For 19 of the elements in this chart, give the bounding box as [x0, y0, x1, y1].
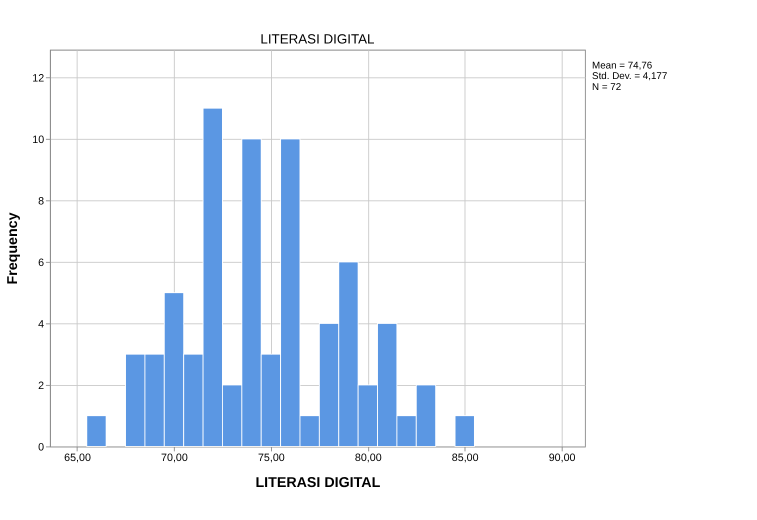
- x-tick-label: 70,00: [161, 452, 188, 464]
- chart-title: LITERASI DIGITAL: [260, 31, 374, 46]
- y-tick-label: 12: [32, 72, 44, 84]
- x-tick-label: 65,00: [64, 452, 91, 464]
- text: N = 72: [592, 82, 622, 93]
- x-tick-label: 85,00: [452, 452, 479, 464]
- y-tick-label: 8: [38, 195, 44, 208]
- y-tick-label: 10: [32, 134, 44, 146]
- x-tick-label: 90,00: [548, 452, 576, 464]
- y-tick-label: 6: [38, 256, 44, 269]
- text: Mean = 74,76: [592, 60, 653, 72]
- y-tick-label: 2: [38, 380, 44, 392]
- x-tick-label: 80,00: [354, 452, 382, 464]
- x-tick-label: 75,00: [258, 452, 285, 464]
- x-axis-title: LITERASI DIGITAL: [255, 475, 381, 492]
- y-tick-label: 0: [38, 441, 44, 454]
- y-axis-title: Frequency: [5, 212, 22, 285]
- text: Std. Dev. = 4,177: [592, 71, 668, 82]
- y-tick-label: 4: [38, 318, 44, 330]
